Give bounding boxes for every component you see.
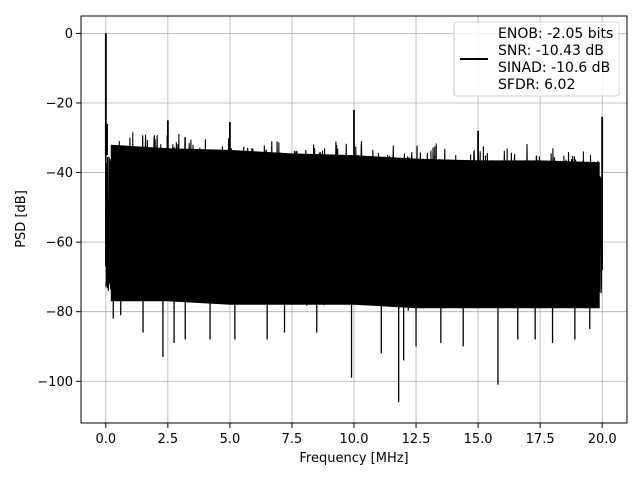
x-tick-label: 5.0 bbox=[220, 432, 241, 447]
legend-box bbox=[453, 21, 620, 97]
y-axis-ticks: 0 −20 −40 −60 −80 −100 bbox=[37, 27, 81, 390]
psd-noise-floor bbox=[110, 144, 600, 309]
legend-line-sfdr: SFDR: 6.02 bbox=[498, 77, 575, 93]
x-axis-ticks: 0.0 2.5 5.0 7.5 10.0 12.5 15.0 17.5 20.0 bbox=[95, 423, 617, 447]
x-tick-label: 20.0 bbox=[588, 432, 617, 447]
x-tick-label: 7.5 bbox=[282, 432, 303, 447]
legend-line-snr: SNR: -10.43 dB bbox=[498, 43, 604, 59]
x-tick-label: 10.0 bbox=[340, 432, 369, 447]
y-tick-label: −100 bbox=[37, 375, 73, 390]
x-tick-label: 17.5 bbox=[526, 432, 555, 447]
x-tick-label: 15.0 bbox=[464, 432, 493, 447]
y-axis-label: PSD [dB] bbox=[14, 190, 29, 248]
legend-line-sinad: SINAD: -10.6 dB bbox=[498, 60, 610, 76]
x-tick-label: 12.5 bbox=[402, 432, 431, 447]
y-tick-label: −80 bbox=[46, 305, 73, 320]
x-tick-label: 2.5 bbox=[158, 432, 179, 447]
x-axis-label: Frequency [MHz] bbox=[299, 451, 408, 466]
y-tick-label: −20 bbox=[46, 96, 73, 111]
series-layer bbox=[104, 33, 604, 403]
y-tick-label: −60 bbox=[46, 236, 73, 251]
y-tick-label: 0 bbox=[65, 27, 73, 42]
x-tick-label: 0.0 bbox=[95, 432, 116, 447]
y-tick-label: −40 bbox=[46, 166, 73, 181]
legend-line-enob: ENOB: -2.05 bits bbox=[498, 26, 613, 42]
legend: ENOB: -2.05 bits SNR: -10.43 dB SINAD: -… bbox=[453, 21, 620, 97]
plot-data-area bbox=[104, 33, 604, 403]
